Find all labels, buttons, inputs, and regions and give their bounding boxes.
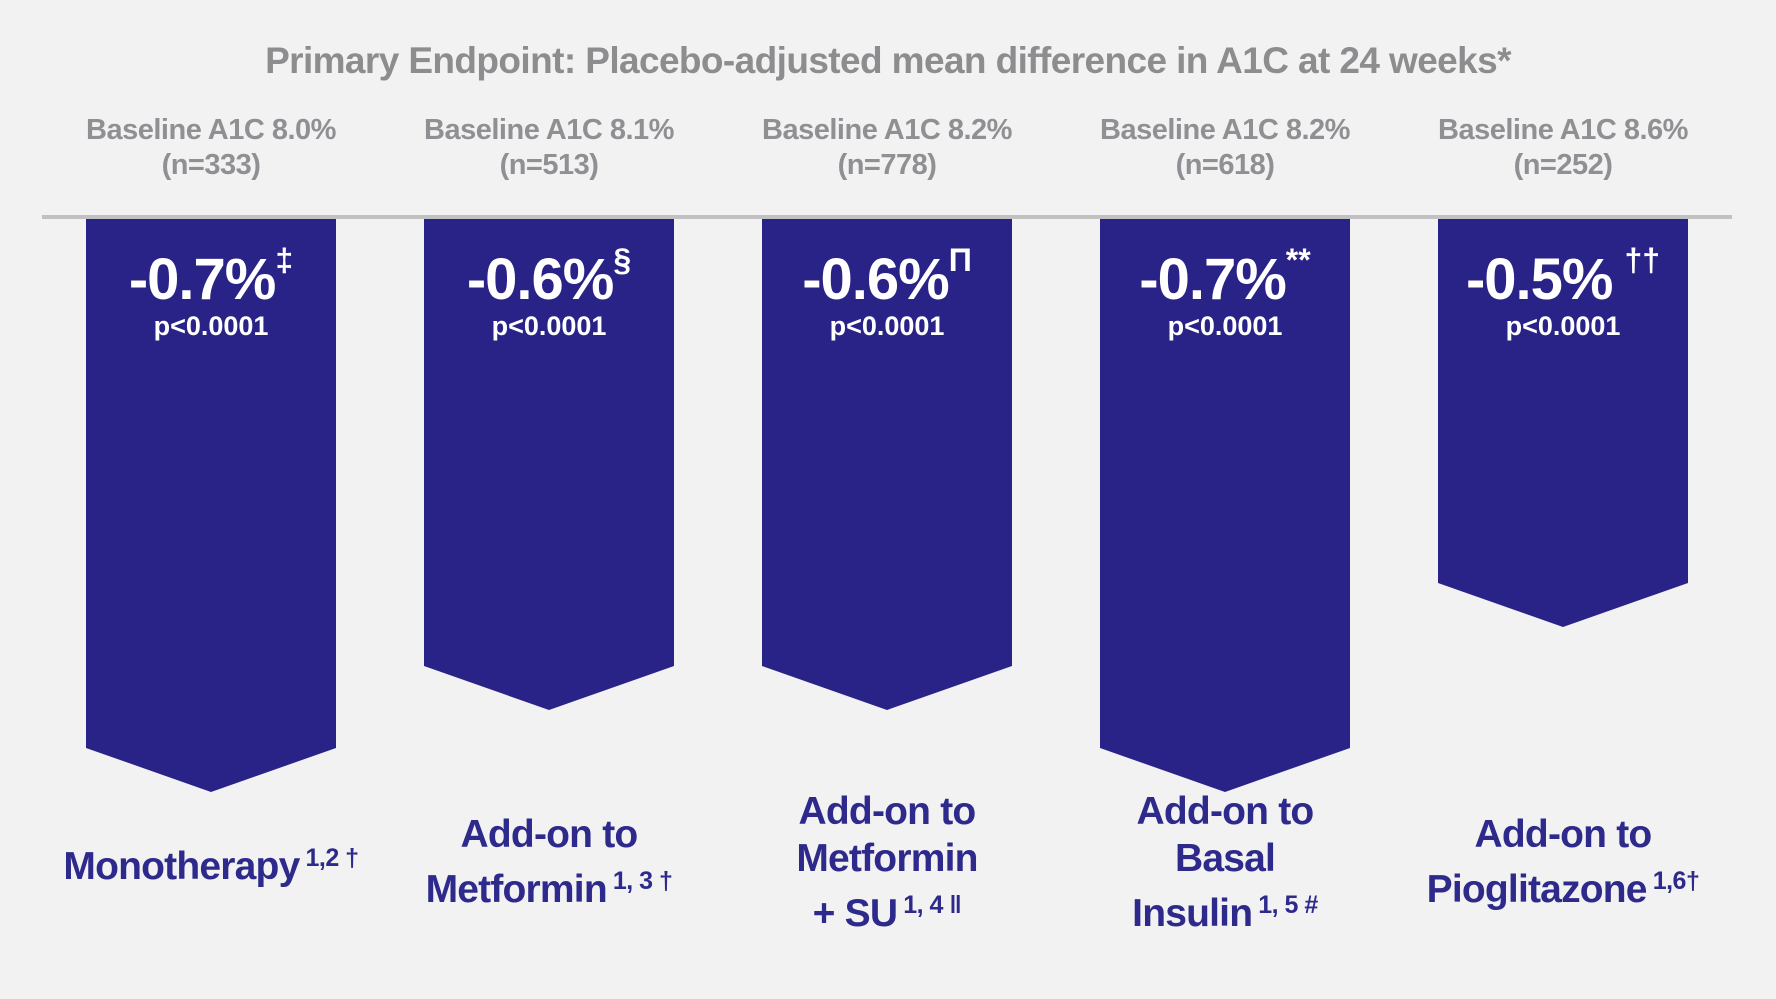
pennant-bar: -0.6%§ p<0.0001 (424, 219, 674, 710)
category-label-line: Monotherapy 1,2 † (63, 835, 359, 890)
category-label-line: Add-on to (798, 789, 977, 833)
a1c-reduction-value: -0.5% †† (1438, 229, 1688, 311)
category-label-text: Metformin (425, 868, 608, 911)
category-label-line: Insulin 1, 5 # (1132, 882, 1318, 937)
category-footnote: 1,2 † (305, 843, 359, 872)
column-addon-basal-insulin: Baseline A1C 8.2% (n=618) -0.7%** p<0.00… (1056, 0, 1394, 999)
value-text: -0.7% (128, 247, 276, 312)
category-label-text: Monotherapy (63, 844, 300, 888)
column-addon-metformin: Baseline A1C 8.1% (n=513) -0.6%§ p<0.000… (380, 0, 718, 999)
p-value-text: p<0.0001 (1167, 311, 1283, 341)
footnote-marker: ‡ (275, 242, 294, 278)
category-label: Add-on to Basal Insulin 1, 5 # (1036, 786, 1414, 938)
p-value-text: p<0.0001 (491, 311, 607, 341)
baseline-a1c-text: Baseline A1C 8.1% (424, 114, 674, 146)
column-header: Baseline A1C 8.2% (n=778) (718, 113, 1056, 183)
category-label: Add-on to Metformin 1, 3 † (360, 786, 738, 938)
category-label-line: + SU 1, 4 ‖ (813, 882, 962, 937)
category-label-line: Add-on to (1136, 789, 1315, 833)
n-count-text: (n=778) (837, 149, 937, 181)
footnote-marker: Π (948, 242, 972, 278)
a1c-reduction-value: -0.6%§ (424, 229, 674, 311)
value-text: -0.6% (466, 247, 614, 312)
baseline-a1c-text: Baseline A1C 8.6% (1438, 114, 1688, 146)
category-label: Add-on to Metformin + SU 1, 4 ‖ (698, 786, 1076, 938)
category-label-line: Add-on to (460, 813, 639, 856)
p-value-text: p<0.0001 (153, 311, 269, 341)
chart-title: Primary Endpoint: Placebo-adjusted mean … (265, 40, 1511, 81)
category-label-line: Add-on to (1474, 813, 1653, 856)
n-count-text: (n=333) (161, 149, 261, 181)
category-footnote: 1,6† (1652, 867, 1700, 895)
category-label: Add-on to Pioglitazone 1,6† (1374, 786, 1752, 938)
n-count-text: (n=513) (499, 149, 599, 181)
category-label: Monotherapy 1,2 † (22, 786, 400, 938)
category-label-line: Basal (1174, 836, 1276, 880)
column-addon-pioglitazone: Baseline A1C 8.6% (n=252) -0.5% †† p<0.00… (1394, 0, 1732, 999)
p-value-text: p<0.0001 (1505, 311, 1621, 341)
category-label-text: + SU (812, 891, 898, 935)
footnote-marker: †† (1624, 242, 1661, 278)
a1c-reduction-value: -0.7%** (1100, 229, 1350, 311)
column-header: Baseline A1C 8.1% (n=513) (380, 113, 718, 183)
value-text: -0.5% (1465, 247, 1613, 312)
value-text: -0.7% (1139, 247, 1286, 312)
n-count-text: (n=618) (1175, 149, 1275, 181)
category-footnote: 1, 3 † (612, 867, 673, 895)
value-text: -0.6% (802, 247, 949, 312)
column-addon-metformin-su: Baseline A1C 8.2% (n=778) -0.6%Π p<0.000… (718, 0, 1056, 999)
baseline-a1c-text: Baseline A1C 8.2% (1100, 114, 1350, 146)
baseline-rule-line (42, 215, 1732, 219)
a1c-reduction-value: -0.6%Π (762, 229, 1012, 311)
pennant-bar: -0.5% †† p<0.0001 (1438, 219, 1688, 627)
n-count-text: (n=252) (1513, 149, 1613, 181)
category-footnote: 1, 4 ‖ (903, 890, 962, 919)
category-label-line: Metformin 1, 3 † (426, 858, 673, 913)
category-label-text: Insulin (1132, 891, 1253, 935)
column-header: Baseline A1C 8.6% (n=252) (1394, 113, 1732, 183)
pennant-bar: -0.6%Π p<0.0001 (762, 219, 1012, 710)
chart-columns: Baseline A1C 8.0% (n=333) -0.7%‡ p<0.000… (42, 0, 1732, 999)
pennant-bar: -0.7%‡ p<0.0001 (86, 219, 336, 792)
column-monotherapy: Baseline A1C 8.0% (n=333) -0.7%‡ p<0.000… (42, 0, 380, 999)
category-label-line: Pioglitazone 1,6† (1427, 858, 1700, 913)
category-footnote: 1, 5 # (1258, 890, 1318, 919)
baseline-a1c-text: Baseline A1C 8.0% (86, 114, 336, 146)
p-value-text: p<0.0001 (829, 311, 945, 341)
column-header: Baseline A1C 8.0% (n=333) (42, 113, 380, 183)
footnote-marker: § (613, 242, 632, 278)
category-label-line: Metformin (796, 836, 978, 880)
category-label-text: Pioglitazone (1426, 868, 1648, 911)
baseline-a1c-text: Baseline A1C 8.2% (762, 114, 1012, 146)
pennant-bar: -0.7%** p<0.0001 (1100, 219, 1350, 792)
a1c-reduction-value: -0.7%‡ (86, 229, 336, 311)
footnote-marker: ** (1285, 242, 1311, 278)
column-header: Baseline A1C 8.2% (n=618) (1056, 113, 1394, 183)
